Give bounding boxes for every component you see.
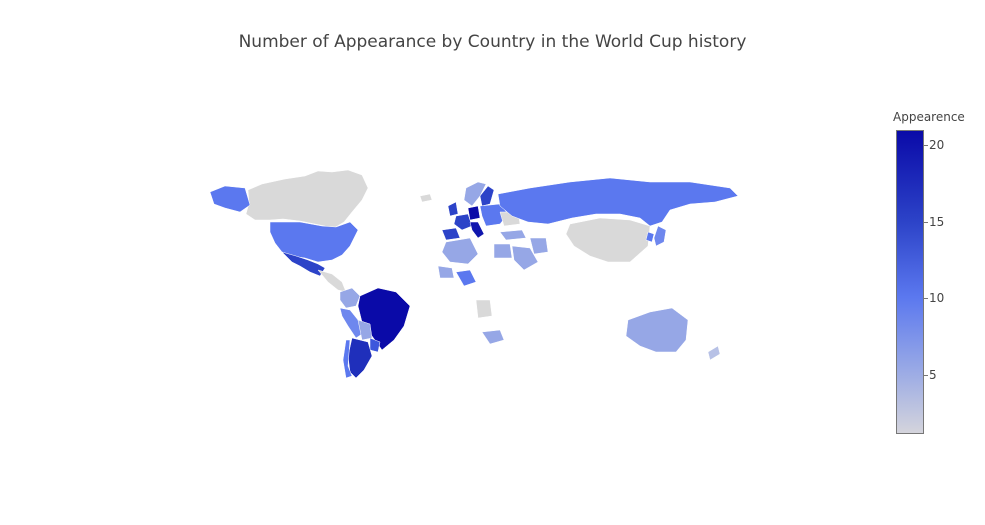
colorbar-tick-mark-5: [924, 375, 928, 376]
country-russia[interactable]: [497, 177, 739, 227]
country-chile[interactable]: [342, 339, 353, 379]
colorbar-tick-mark-10: [924, 298, 928, 299]
country-nigeria[interactable]: [455, 269, 477, 287]
country-japan[interactable]: [653, 225, 667, 247]
country-italy[interactable]: [469, 221, 485, 239]
country-iceland[interactable]: [419, 193, 433, 203]
country-peru[interactable]: [339, 307, 363, 339]
country-spain[interactable]: [441, 227, 461, 241]
country-saudi-arabia[interactable]: [511, 245, 539, 271]
chart-title: Number of Appearance by Country in the W…: [238, 32, 747, 52]
country-egypt[interactable]: [493, 243, 513, 259]
country-usa-alaska[interactable]: [209, 185, 251, 213]
country-germany[interactable]: [467, 205, 481, 221]
country-france[interactable]: [453, 213, 473, 231]
country-canada[interactable]: [245, 169, 369, 229]
country-china[interactable]: [565, 217, 651, 263]
country-argentina[interactable]: [347, 337, 373, 379]
region-west-africa[interactable]: [437, 265, 455, 279]
country-iran[interactable]: [529, 237, 549, 255]
country-turkey[interactable]: [499, 229, 527, 241]
country-brazil[interactable]: [357, 287, 411, 351]
colorbar-tick-mark-20: [924, 145, 928, 146]
colorbar-tick-10: 10: [929, 291, 945, 305]
colorbar-tick-5: 5: [929, 368, 937, 382]
country-bolivia[interactable]: [357, 319, 373, 341]
country-paraguay[interactable]: [369, 337, 381, 353]
colorbar-title: Appearence: [893, 110, 965, 124]
country-usa[interactable]: [269, 221, 359, 263]
country-australia[interactable]: [625, 307, 689, 353]
country-colombia[interactable]: [339, 287, 361, 309]
country-sweden[interactable]: [479, 185, 495, 207]
colorbar-tick-15: 15: [929, 215, 945, 229]
country-uk[interactable]: [447, 201, 459, 217]
country-algeria[interactable]: [441, 237, 479, 265]
country-angola[interactable]: [475, 299, 493, 319]
country-south-korea[interactable]: [645, 231, 655, 243]
colorbar-tick-20: 20: [929, 138, 945, 152]
region-central-america[interactable]: [317, 269, 347, 293]
country-new-zealand[interactable]: [707, 345, 721, 361]
colorbar: [896, 130, 924, 434]
country-south-africa[interactable]: [481, 329, 505, 345]
colorbar-tick-mark-15: [924, 222, 928, 223]
